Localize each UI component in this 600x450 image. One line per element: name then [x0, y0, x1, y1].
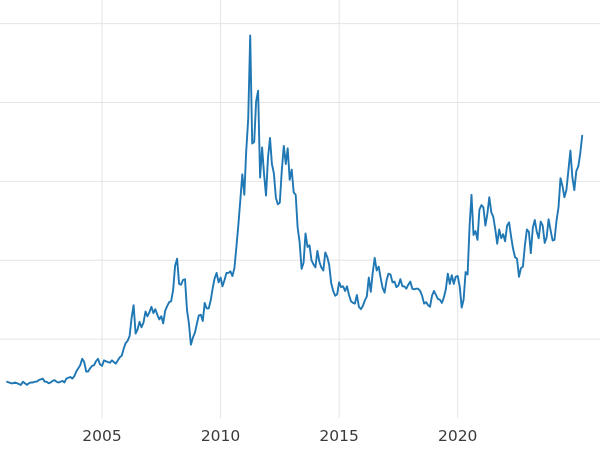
x-tick-label: 2020	[438, 427, 477, 445]
x-tick-label: 2015	[319, 427, 358, 445]
x-tick-label: 2010	[201, 427, 240, 445]
x-tick-label: 2005	[82, 427, 121, 445]
price-series-line	[6, 34, 584, 386]
